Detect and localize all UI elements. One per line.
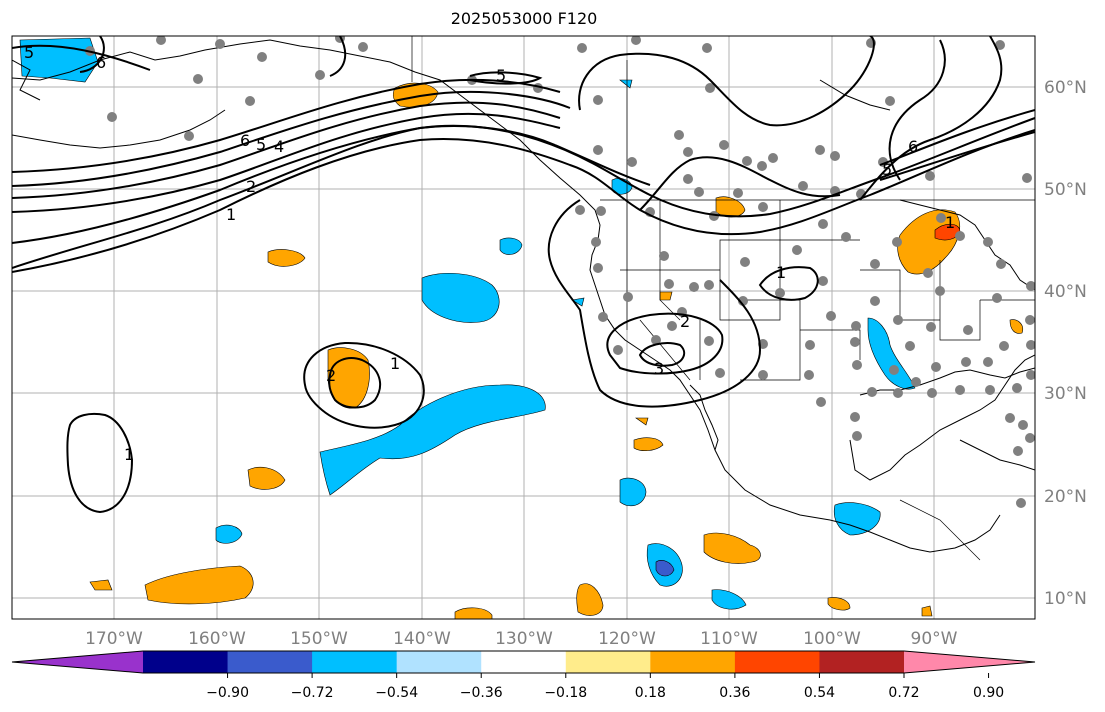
contour-labels: 5 6 6 5 4 2 1 5 1 2 3 5 6 1 2 1 1 xyxy=(24,43,955,464)
colorbar-segments xyxy=(11,650,1036,674)
lat-label: 10°N xyxy=(1044,589,1087,609)
contour-label: 1 xyxy=(945,213,955,232)
contour-label: 3 xyxy=(654,359,664,378)
colorbar-segment xyxy=(819,651,905,673)
colorbar-segment xyxy=(227,651,313,673)
contour-label: 2 xyxy=(326,366,336,385)
map-area: 5 6 6 5 4 2 1 5 1 2 3 5 6 1 2 1 1 xyxy=(12,36,1035,619)
map-frame xyxy=(11,35,1036,620)
lon-label: 150°W xyxy=(290,629,348,649)
contour-label: 5 xyxy=(24,43,34,62)
lat-label: 30°N xyxy=(1044,384,1087,404)
lon-label: 110°W xyxy=(700,629,758,649)
colorbar: −0.90 −0.72 −0.54 −0.36 −0.18 0.18 0.36 0.54 0.7… xyxy=(11,650,1036,701)
lon-label: 90°W xyxy=(911,629,958,649)
contour-label: 5 xyxy=(882,160,892,179)
contour-label: 6 xyxy=(96,53,106,72)
lon-label: 170°W xyxy=(85,629,143,649)
contour-label: 2 xyxy=(246,177,256,196)
contour-label: 4 xyxy=(274,137,284,156)
lon-label: 140°W xyxy=(393,629,451,649)
contour-label: 1 xyxy=(390,354,400,373)
colorbar-tick-label: 0.72 xyxy=(888,685,919,701)
longitude-labels: 170°W 160°W 150°W 140°W 130°W 120°W 110°… xyxy=(85,629,958,649)
colorbar-segment xyxy=(312,651,398,673)
colorbar-tick-label: −0.90 xyxy=(206,685,249,701)
colorbar-tick-label: −0.18 xyxy=(544,685,587,701)
colorbar-tick-label: 0.90 xyxy=(973,685,1004,701)
contour-label: 1 xyxy=(124,445,134,464)
colorbar-segment xyxy=(143,651,229,673)
colorbar-tick-label: −0.54 xyxy=(375,685,418,701)
state-borders xyxy=(411,36,1035,561)
colorbar-extend-low xyxy=(12,651,143,673)
colorbar-tick-label: 0.54 xyxy=(804,685,835,701)
colorbar-extend-high xyxy=(904,651,1035,673)
contour-label: 1 xyxy=(226,205,236,224)
anomaly-fills xyxy=(19,37,1023,619)
lon-label: 120°W xyxy=(598,629,656,649)
colorbar-segment xyxy=(565,651,651,673)
contour-label: 1 xyxy=(776,263,786,282)
map-title: 2025053000 F120 xyxy=(450,9,598,28)
colorbar-ticks: −0.90 −0.72 −0.54 −0.36 −0.18 0.18 0.36 0.54 0.7… xyxy=(206,673,1004,701)
colorbar-segment xyxy=(734,651,820,673)
colorbar-tick-label: −0.36 xyxy=(460,685,503,701)
lon-label: 130°W xyxy=(495,629,553,649)
colorbar-outline xyxy=(11,650,1036,674)
colorbar-tick-label: 0.36 xyxy=(719,685,750,701)
latitude-labels: 60°N 50°N 40°N 30°N 20°N 10°N xyxy=(1044,78,1087,609)
contour-label: 6 xyxy=(908,137,918,156)
lat-label: 50°N xyxy=(1044,180,1087,200)
contour-label: 5 xyxy=(496,66,506,85)
lat-label: 60°N xyxy=(1044,78,1087,98)
colorbar-segment xyxy=(396,651,482,673)
contour-label: 5 xyxy=(256,135,266,154)
station-points xyxy=(85,36,1035,508)
colorbar-segment xyxy=(650,651,736,673)
lon-label: 160°W xyxy=(188,629,246,649)
coastlines xyxy=(12,39,1035,553)
contour-lines xyxy=(12,36,1035,514)
lon-label: 100°W xyxy=(803,629,861,649)
colorbar-segment xyxy=(481,651,567,673)
colorbar-tick-label: 0.18 xyxy=(635,685,666,701)
contour-label: 2 xyxy=(680,312,690,331)
contour-label: 6 xyxy=(240,131,250,150)
colorbar-tick-label: −0.72 xyxy=(291,685,334,701)
lat-label: 40°N xyxy=(1044,282,1087,302)
lat-label: 20°N xyxy=(1044,487,1087,507)
